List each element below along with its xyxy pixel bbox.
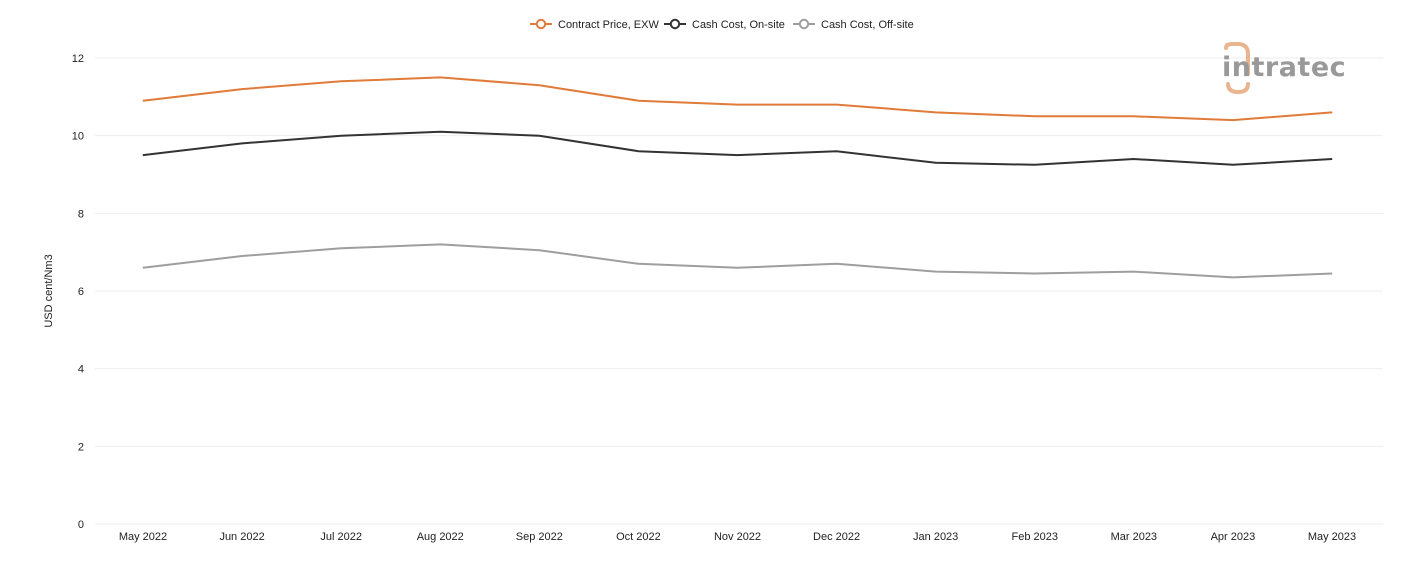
data-point (935, 162, 937, 164)
data-point (340, 247, 342, 249)
data-point (836, 150, 838, 152)
legend-item-1[interactable]: Contract Price, EXW (530, 18, 659, 31)
x-tick-label: Nov 2022 (714, 531, 761, 543)
y-tick-label: 6 (78, 286, 84, 298)
data-point (637, 100, 639, 102)
y-tick-label: 12 (72, 53, 84, 65)
data-point (737, 267, 738, 269)
x-tick-label: May 2022 (119, 531, 167, 543)
data-point (737, 104, 738, 106)
x-tick-label: Sep 2022 (516, 531, 563, 543)
data-point (1034, 164, 1036, 166)
data-point (1133, 271, 1135, 273)
y-axis-ticks: 0 2 4 6 8 10 12 (72, 53, 84, 531)
data-point (1232, 164, 1234, 166)
y-tick-label: 10 (72, 131, 84, 143)
data-point (1331, 273, 1333, 275)
data-point (1034, 115, 1036, 117)
logo-mark-bottom-icon (1226, 82, 1250, 95)
legend-label: Cash Cost, Off-site (821, 19, 914, 31)
legend-label: Contract Price, EXW (558, 19, 659, 31)
x-tick-label: Apr 2023 (1211, 531, 1256, 543)
logo-mark-icon (1224, 42, 1250, 76)
y-axis-title: USD cent/Nm3 (43, 254, 55, 327)
x-tick-label: Feb 2023 (1012, 531, 1058, 543)
x-tick-label: Oct 2022 (616, 531, 661, 543)
legend-marker-icon (535, 18, 547, 30)
series-line-2 (142, 130, 1333, 166)
data-point (836, 104, 838, 106)
data-point (1034, 273, 1036, 275)
data-point (142, 154, 144, 156)
x-tick-label: Jul 2022 (320, 531, 362, 543)
x-axis-ticks: May 2022 Jun 2022 Jul 2022 Aug 2022 Sep 2022… (119, 531, 1356, 543)
data-point (538, 84, 540, 86)
legend-item-2[interactable]: Cash Cost, On-site (664, 18, 785, 31)
data-point (836, 263, 838, 265)
data-point (1331, 158, 1333, 160)
logo-text: intratec (1222, 52, 1346, 83)
data-point (241, 142, 243, 144)
data-point (538, 135, 540, 137)
y-tick-label: 2 (78, 441, 84, 453)
legend-item-3[interactable]: Cash Cost, Off-site (793, 18, 914, 31)
legend-marker-icon (669, 18, 681, 30)
data-point (1232, 276, 1234, 278)
y-tick-label: 4 (78, 364, 84, 376)
data-point (1133, 115, 1135, 117)
data-point (241, 255, 243, 257)
data-point (935, 111, 937, 113)
data-point (637, 263, 639, 265)
data-point (637, 150, 639, 152)
y-tick-label: 8 (78, 208, 84, 220)
legend-label: Cash Cost, On-site (692, 19, 785, 31)
data-point (340, 135, 342, 137)
data-point (142, 100, 144, 102)
x-tick-label: Dec 2022 (813, 531, 860, 543)
data-point (935, 271, 937, 273)
data-point (142, 267, 144, 269)
grid-lines (95, 57, 1383, 525)
legend-marker-icon (798, 18, 810, 30)
data-point (439, 243, 441, 245)
series-line-3 (142, 243, 1333, 279)
data-point (538, 249, 540, 251)
data-point (340, 80, 342, 82)
x-tick-label: Jan 2023 (913, 531, 958, 543)
x-tick-label: Jun 2022 (219, 531, 264, 543)
x-tick-label: Aug 2022 (417, 531, 464, 543)
data-point (439, 131, 441, 133)
data-point (241, 88, 243, 90)
y-tick-label: 0 (78, 519, 84, 531)
data-point (439, 76, 441, 78)
series-lines (142, 76, 1333, 279)
data-point (1331, 111, 1333, 113)
data-point (1232, 119, 1234, 121)
data-point (737, 154, 738, 156)
series-line-1 (142, 76, 1333, 122)
x-tick-label: May 2023 (1308, 531, 1356, 543)
x-tick-label: Mar 2023 (1111, 531, 1157, 543)
data-point (1133, 158, 1135, 160)
legend[interactable]: Contract Price, EXW Cash Cost, On-site Cas… (530, 18, 914, 31)
intratec-logo: intratec (1222, 42, 1346, 95)
